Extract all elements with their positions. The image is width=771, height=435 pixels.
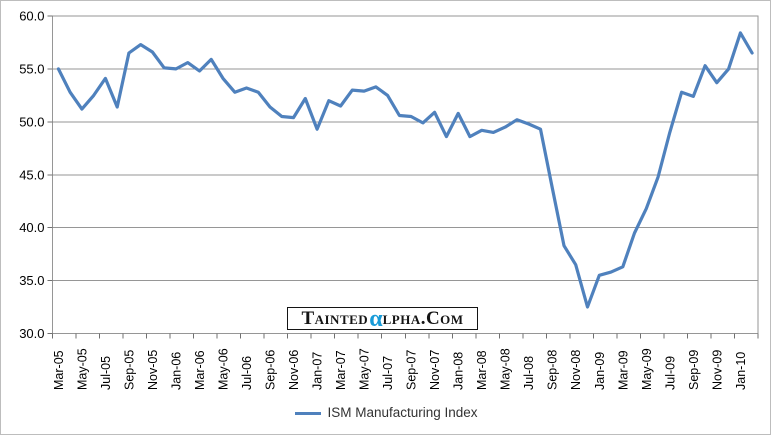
y-axis-label: 60.0 (19, 9, 44, 24)
x-axis-label: Nov-08 (569, 350, 583, 390)
x-axis-label: Mar-06 (193, 350, 207, 390)
watermark-badge: Tainted α lpha.Com (287, 305, 478, 332)
watermark-alpha-glyph: α (369, 305, 383, 332)
x-axis-label: May-06 (217, 348, 231, 390)
x-axis-label: Jan-06 (170, 352, 184, 390)
chart-legend: ISM Manufacturing Index (1, 404, 770, 422)
x-axis-label: Sep-05 (122, 350, 136, 390)
x-axis-label: Sep-09 (687, 350, 701, 390)
x-axis-label: May-05 (75, 348, 89, 390)
x-axis-label: Mar-09 (616, 350, 630, 390)
watermark-text-lpha-com: lpha.Com (382, 308, 464, 329)
x-axis-label: Mar-05 (52, 350, 66, 390)
x-axis-label: Mar-07 (334, 350, 348, 390)
watermark-text-tainted: Tainted (301, 308, 369, 329)
y-axis-label: 40.0 (19, 220, 44, 235)
x-axis-label: Nov-07 (428, 350, 442, 390)
x-axis-label: Nov-06 (287, 350, 301, 390)
x-axis-label: Nov-09 (710, 350, 724, 390)
x-axis-label: Jul-07 (381, 356, 395, 390)
y-axis-label: 35.0 (19, 273, 44, 288)
x-axis-label: Nov-05 (146, 350, 160, 390)
y-axis-label: 50.0 (19, 114, 44, 129)
x-axis-label: Jul-05 (99, 356, 113, 390)
x-axis-label: Mar-08 (475, 350, 489, 390)
x-axis-label: Sep-08 (546, 350, 560, 390)
x-axis-label: Jul-09 (663, 356, 677, 390)
x-axis-label: Sep-07 (405, 350, 419, 390)
y-axis-label: 30.0 (19, 326, 44, 341)
x-axis-label: May-08 (499, 348, 513, 390)
x-axis-label: May-07 (358, 348, 372, 390)
x-axis-label: Jan-07 (311, 352, 325, 390)
x-axis-label: May-09 (640, 348, 654, 390)
ism-manufacturing-index-series-line (56, 31, 754, 309)
x-axis-label: Jan-08 (452, 352, 466, 390)
x-axis-label: Sep-06 (264, 350, 278, 390)
x-axis-label: Jul-08 (522, 356, 536, 390)
x-axis-label: Jan-10 (734, 352, 748, 390)
legend-series-label: ISM Manufacturing Index (327, 405, 478, 420)
y-axis-label: 55.0 (19, 61, 44, 76)
legend-line-sample (295, 411, 322, 415)
x-axis-label: Jan-09 (593, 352, 607, 390)
y-axis-label: 45.0 (19, 167, 44, 182)
x-axis-label: Jul-06 (240, 356, 254, 390)
